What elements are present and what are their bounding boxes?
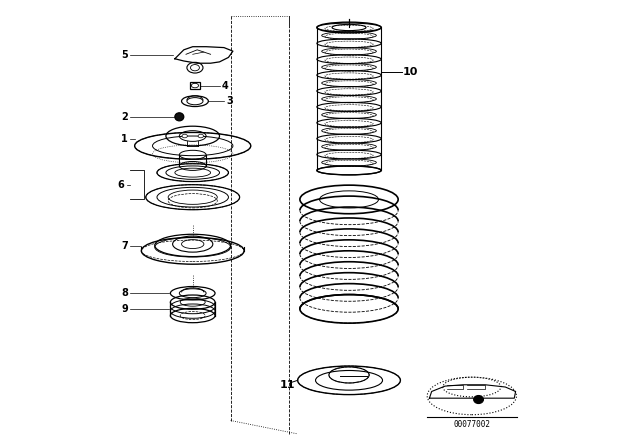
Text: 3: 3 — [226, 96, 233, 106]
Ellipse shape — [198, 134, 204, 138]
Text: 00077002: 00077002 — [453, 421, 490, 430]
Ellipse shape — [175, 113, 184, 121]
Text: 6: 6 — [118, 180, 124, 190]
Text: 7: 7 — [121, 241, 128, 251]
Text: 10: 10 — [403, 67, 418, 77]
Bar — [190, 82, 200, 89]
Text: 1: 1 — [121, 134, 128, 144]
Text: 8: 8 — [121, 288, 128, 298]
Text: 11: 11 — [280, 380, 295, 390]
Text: 2: 2 — [121, 112, 128, 122]
Ellipse shape — [182, 134, 188, 138]
Text: 4: 4 — [221, 81, 228, 90]
Text: 5: 5 — [121, 50, 128, 60]
Text: 9: 9 — [121, 304, 128, 314]
Ellipse shape — [474, 396, 483, 404]
